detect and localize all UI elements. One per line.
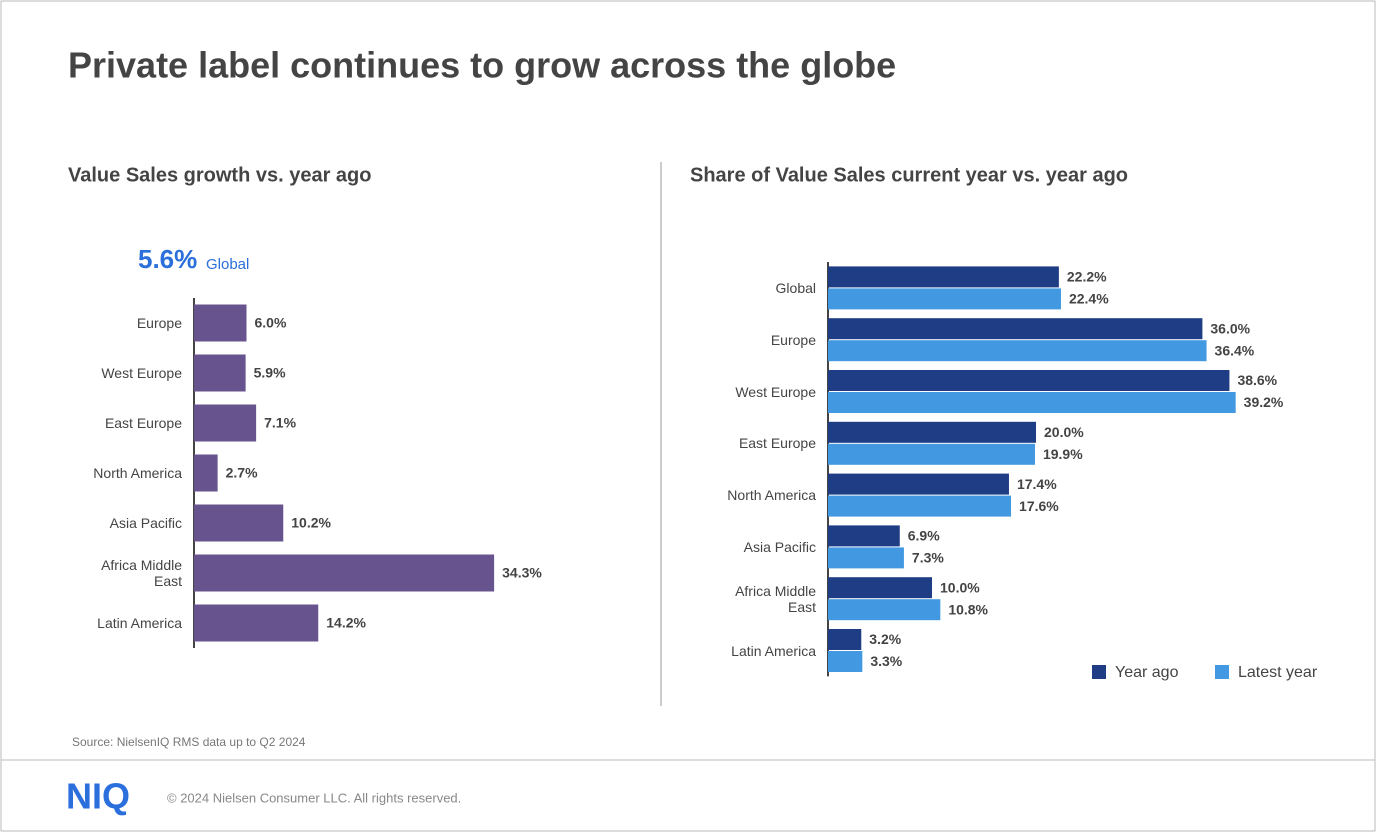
value-label: 7.3% [912, 550, 944, 566]
bar [194, 454, 218, 492]
bar [828, 318, 1203, 340]
logo: NIQ [66, 776, 130, 817]
bar [828, 370, 1230, 391]
bar [828, 651, 863, 672]
category-label: Asia Pacific [743, 538, 816, 555]
bar [828, 629, 862, 650]
value-label: 36.0% [1210, 320, 1250, 336]
bar [194, 304, 247, 342]
value-label: 17.4% [1017, 476, 1057, 492]
value-label: 34.3% [502, 565, 542, 581]
bar [828, 599, 941, 621]
category-label: North America [727, 487, 816, 504]
bar [194, 604, 319, 642]
value-label: 20.0% [1044, 424, 1084, 440]
value-label: 10.2% [291, 515, 331, 531]
category-label: North America [93, 465, 182, 481]
bar [828, 421, 1036, 443]
value-label: 22.4% [1069, 291, 1109, 307]
legend-swatch [1092, 665, 1106, 679]
value-label: 6.9% [908, 528, 940, 544]
value-label: 7.1% [264, 415, 296, 431]
bar [828, 547, 904, 569]
legend-swatch [1215, 665, 1229, 679]
value-label: 10.0% [940, 579, 980, 595]
bar [828, 495, 1012, 517]
bar [828, 473, 1009, 495]
value-label: 19.9% [1043, 446, 1083, 462]
value-label: 5.9% [254, 365, 286, 381]
category-label: Europe [136, 315, 182, 331]
chart-title: Share of Value Sales current year vs. ye… [690, 164, 1128, 186]
value-label: 14.2% [326, 615, 366, 631]
value-label: 38.6% [1237, 372, 1277, 388]
category-label: Latin America [731, 642, 816, 659]
bar [194, 504, 284, 542]
bar [828, 288, 1061, 310]
category-label: Asia Pacific [109, 515, 182, 531]
bar [828, 340, 1207, 362]
category-label: West Europe [101, 365, 182, 381]
bar [828, 266, 1059, 288]
headline-value: 5.6% [138, 244, 197, 274]
value-label: 3.3% [870, 653, 902, 669]
source: Source: NielsenIQ RMS data up to Q2 2024 [72, 735, 306, 749]
value-label: 6.0% [255, 315, 287, 331]
legend-label: Latest year [1238, 664, 1318, 681]
value-label: 22.2% [1067, 269, 1107, 285]
bar [828, 577, 932, 599]
category-label: Latin America [97, 615, 182, 631]
category-label: Africa Middle East [101, 557, 182, 589]
copyright: © 2024 Nielsen Consumer LLC. All rights … [167, 790, 461, 805]
category-label: West Europe [735, 383, 816, 400]
headline-label: Global [206, 256, 249, 273]
bar [194, 354, 246, 392]
value-label: 36.4% [1215, 342, 1255, 358]
category-label: East Europe [104, 415, 182, 431]
bar [828, 443, 1035, 465]
category-label: Global [775, 279, 816, 296]
category-label: Africa Middle East [735, 582, 816, 615]
value-label: 39.2% [1244, 394, 1284, 410]
value-label: 3.2% [869, 631, 901, 647]
bar [194, 404, 257, 442]
slide-title: Private label continues to grow across t… [68, 45, 896, 86]
chart-title: Value Sales growth vs. year ago [68, 164, 371, 186]
value-label: 10.8% [948, 601, 988, 617]
value-label: 2.7% [226, 465, 258, 481]
category-label: Europe [770, 331, 816, 348]
bar [194, 554, 495, 592]
category-label: East Europe [738, 435, 816, 452]
legend-label: Year ago [1115, 664, 1179, 681]
bar [828, 525, 900, 547]
bar [828, 392, 1236, 413]
value-label: 17.6% [1019, 498, 1059, 514]
